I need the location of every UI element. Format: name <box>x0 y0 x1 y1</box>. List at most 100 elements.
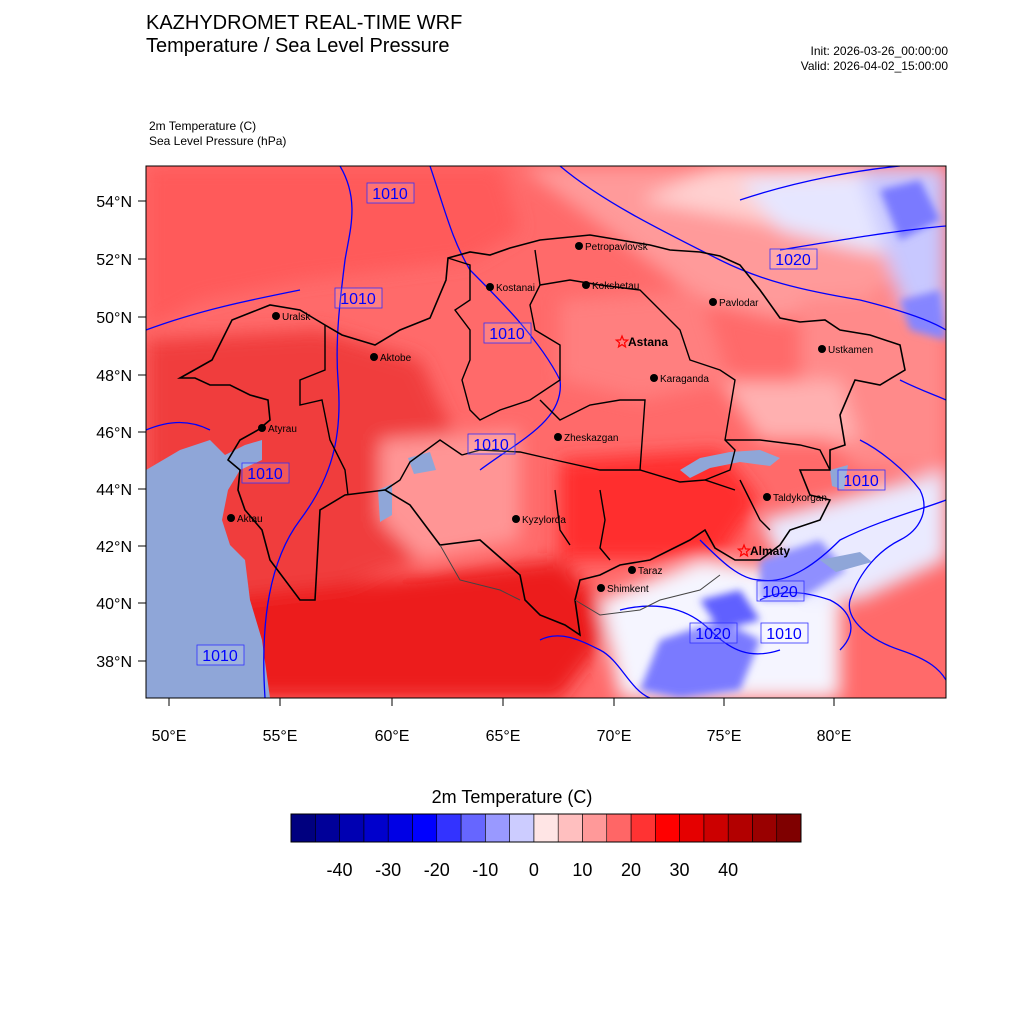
isobar-label: 1010 <box>467 433 516 455</box>
isobar-label: 1010 <box>196 644 245 666</box>
svg-text:1020: 1020 <box>695 626 731 643</box>
isobar-label: 1010 <box>366 182 415 204</box>
colorbar-swatch <box>387 813 413 843</box>
field-list: 2m Temperature (C) Sea Level Pressure (h… <box>149 119 286 149</box>
city-shimkent: Shimkent <box>597 584 649 595</box>
caspian-sea <box>146 440 270 698</box>
city-taldykorgan: Taldykorgan <box>763 493 827 504</box>
city-astana: Astana <box>614 334 668 349</box>
city-label: Ustkamen <box>828 345 873 356</box>
colorbar-swatch <box>557 813 583 843</box>
colorbar-swatch <box>484 813 510 843</box>
capital-star-icon <box>614 334 630 349</box>
colorbar-label: -10 <box>472 860 499 880</box>
lat-label: 54°N <box>96 194 132 211</box>
isobar-label: 1020 <box>689 622 738 644</box>
lon-label: 70°E <box>597 728 632 745</box>
isobar-label: 1010 <box>483 322 532 344</box>
city-label: Taldykorgan <box>773 493 827 504</box>
colorbar-swatch <box>363 813 389 843</box>
city-uralsk: Uralsk <box>272 312 311 323</box>
field-pressure: Sea Level Pressure (hPa) <box>149 134 287 148</box>
colorbar-swatch <box>533 813 559 843</box>
city-atyrau: Atyrau <box>258 424 297 435</box>
city-dot-icon <box>597 584 605 592</box>
city-layer: Petropavlovsk Kostanai Kokshetau Pavlodar Ur… <box>227 242 873 595</box>
map-frame <box>145 165 947 699</box>
city-label: Taraz <box>638 566 662 577</box>
lat-label: 38°N <box>96 654 132 671</box>
field-temperature: 2m Temperature (C) <box>149 119 257 133</box>
colorbar-swatch <box>509 813 535 843</box>
city-label: Atyrau <box>268 424 297 435</box>
city-dot-icon <box>486 283 494 291</box>
colorbar-label: 10 <box>572 860 593 880</box>
city-dot-icon <box>227 514 235 522</box>
city-dot-icon <box>512 515 520 523</box>
longitude-labels: 50°E 55°E 60°E 65°E 70°E 75°E 80°E <box>152 728 852 745</box>
svg-text:1010: 1010 <box>843 473 879 490</box>
colorbar-swatch <box>436 813 462 843</box>
svg-text:1010: 1010 <box>372 186 408 203</box>
svg-text:1010: 1010 <box>202 648 238 665</box>
axis-ticks <box>138 200 835 706</box>
city-petropavlovsk: Petropavlovsk <box>575 242 649 253</box>
title-line-1: KAZHYDROMET REAL-TIME WRF <box>146 12 463 34</box>
city-kokshetau: Kokshetau <box>582 281 639 292</box>
city-zheskazgan: Zheskazgan <box>554 433 618 444</box>
city-dot-icon <box>258 424 266 432</box>
lat-label: 52°N <box>96 252 132 269</box>
chart-title: KAZHYDROMET REAL-TIME WRF Temperature / … <box>146 12 462 58</box>
colorbar <box>290 813 802 843</box>
city-dot-icon <box>818 345 826 353</box>
city-label: Aktobe <box>380 353 412 364</box>
valid-time: Valid: 2026-04-02_15:00:00 <box>800 59 948 73</box>
init-time: Init: 2026-03-26_00:00:00 <box>810 44 948 58</box>
colorbar-swatch <box>314 813 340 843</box>
colorbar-swatch <box>339 813 365 843</box>
colorbar-label: -30 <box>375 860 402 880</box>
lon-label: 55°E <box>263 728 298 745</box>
lon-label: 65°E <box>486 728 521 745</box>
city-label: Kokshetau <box>592 281 639 292</box>
colorbar-swatch <box>727 813 753 843</box>
colorbar-swatch <box>460 813 486 843</box>
city-label: Shimkent <box>607 584 649 595</box>
colorbar-label: 40 <box>718 860 739 880</box>
lon-label: 80°E <box>817 728 852 745</box>
run-times: Init: 2026-03-26_00:00:00 Valid: 2026-04… <box>801 44 948 74</box>
capital-star-icon <box>736 543 752 558</box>
isobar-label: 1010 <box>334 287 383 309</box>
city-dot-icon <box>650 374 658 382</box>
city-aktau: Aktau <box>227 514 263 525</box>
colorbar-labels: -40 -30 -20 -10 0 10 20 30 40 <box>0 860 1024 884</box>
colorbar-title: 2m Temperature (C) <box>431 787 593 807</box>
colorbar-swatch <box>679 813 705 843</box>
title-line-2: Temperature / Sea Level Pressure <box>146 35 450 57</box>
lon-label: 50°E <box>152 728 187 745</box>
city-label: Aktau <box>237 514 263 525</box>
city-label: Kostanai <box>496 283 535 294</box>
lon-label: 75°E <box>707 728 742 745</box>
lat-label: 46°N <box>96 425 132 442</box>
city-almaty: Almaty <box>736 543 790 558</box>
colorbar-label: 30 <box>669 860 690 880</box>
city-aktobe: Aktobe <box>370 353 412 364</box>
isobars <box>146 166 946 698</box>
colorbar-swatch <box>654 813 680 843</box>
svg-text:1020: 1020 <box>775 252 811 269</box>
aral-sea <box>378 484 392 522</box>
colorbar-label: 0 <box>528 860 539 880</box>
city-label: Uralsk <box>282 312 311 323</box>
city-karaganda: Karaganda <box>650 374 709 385</box>
city-dot-icon <box>628 566 636 574</box>
colorbar-swatch <box>412 813 438 843</box>
svg-text:1010: 1010 <box>473 437 509 454</box>
svg-text:1010: 1010 <box>489 326 525 343</box>
colorbar-swatch <box>582 813 608 843</box>
city-label: Pavlodar <box>719 298 759 309</box>
city-label: Kyzylorda <box>522 515 566 526</box>
city-dot-icon <box>709 298 717 306</box>
isobar-label: 1010 <box>837 469 886 491</box>
